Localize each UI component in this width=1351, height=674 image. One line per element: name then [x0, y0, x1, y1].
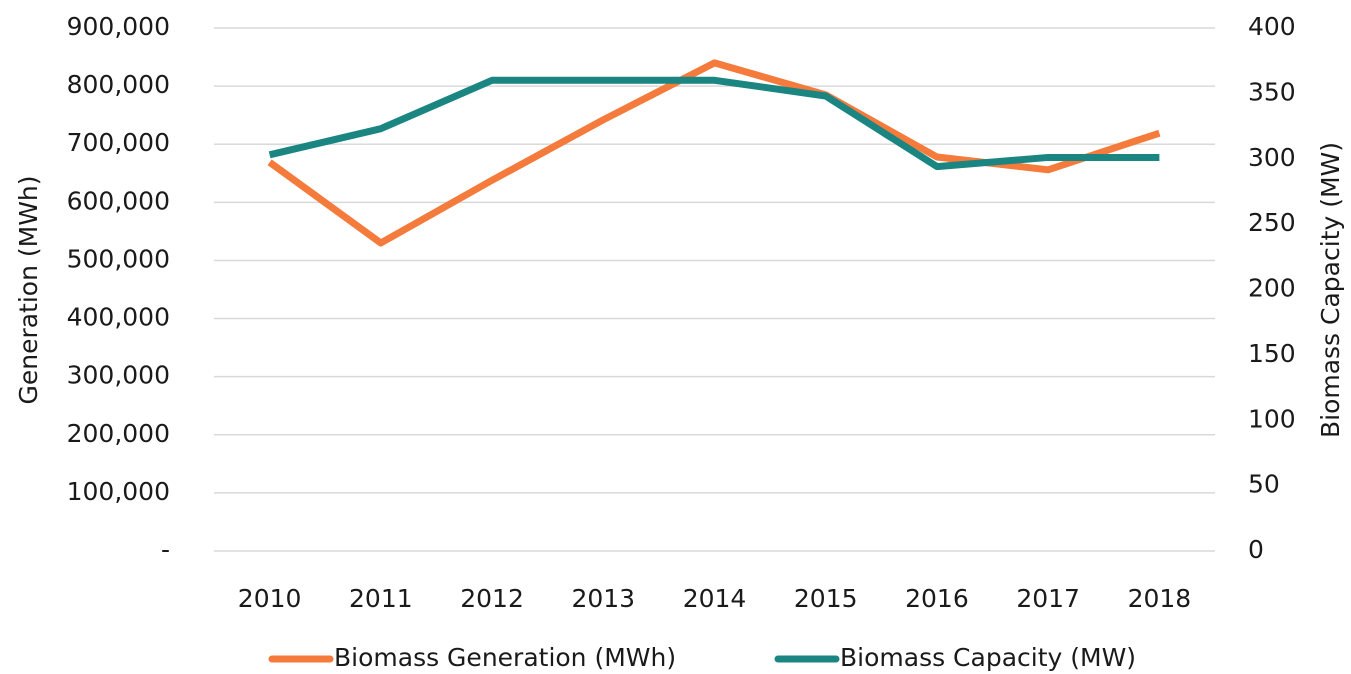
x-tick-label: 2013 [571, 584, 635, 613]
y-tick-label: 400,000 [67, 303, 170, 332]
y2-tick-label: 350 [1248, 77, 1296, 106]
y-tick-label: 800,000 [67, 70, 170, 99]
y2-tick-label: 300 [1248, 143, 1296, 172]
y2-tick-label: 100 [1248, 404, 1296, 433]
y-tick-label: 700,000 [67, 128, 170, 157]
x-tick-label: 2011 [349, 584, 413, 613]
y2-tick-label: 200 [1248, 274, 1296, 303]
legend-label: Biomass Generation (MWh) [334, 643, 676, 672]
x-tick-label: 2017 [1016, 584, 1080, 613]
y-tick-label: 900,000 [67, 12, 170, 41]
y-tick-label: 300,000 [67, 361, 170, 390]
x-tick-label: 2016 [905, 584, 969, 613]
y-tick-label: 500,000 [67, 244, 170, 273]
y-axis-label: Generation (MWh) [14, 175, 43, 404]
x-tick-label: 2012 [460, 584, 524, 613]
x-tick-label: 2010 [238, 584, 302, 613]
y-tick-label: - [161, 535, 170, 564]
y2-tick-label: 150 [1248, 339, 1296, 368]
y-tick-label: 200,000 [67, 419, 170, 448]
legend-label: Biomass Capacity (MW) [840, 643, 1136, 672]
y-tick-label: 600,000 [67, 186, 170, 215]
y2-tick-label: 0 [1248, 535, 1264, 564]
series-line [268, 76, 1160, 171]
y2-axis-label: Biomass Capacity (MW) [1316, 142, 1345, 438]
y2-tick-label: 400 [1248, 12, 1296, 41]
x-tick-label: 2014 [683, 584, 747, 613]
x-tick-label: 2015 [794, 584, 858, 613]
y-tick-label: 100,000 [67, 477, 170, 506]
y2-tick-label: 50 [1248, 470, 1280, 499]
series-line [267, 59, 1161, 247]
x-tick-label: 2018 [1128, 584, 1192, 613]
y2-tick-label: 250 [1248, 208, 1296, 237]
